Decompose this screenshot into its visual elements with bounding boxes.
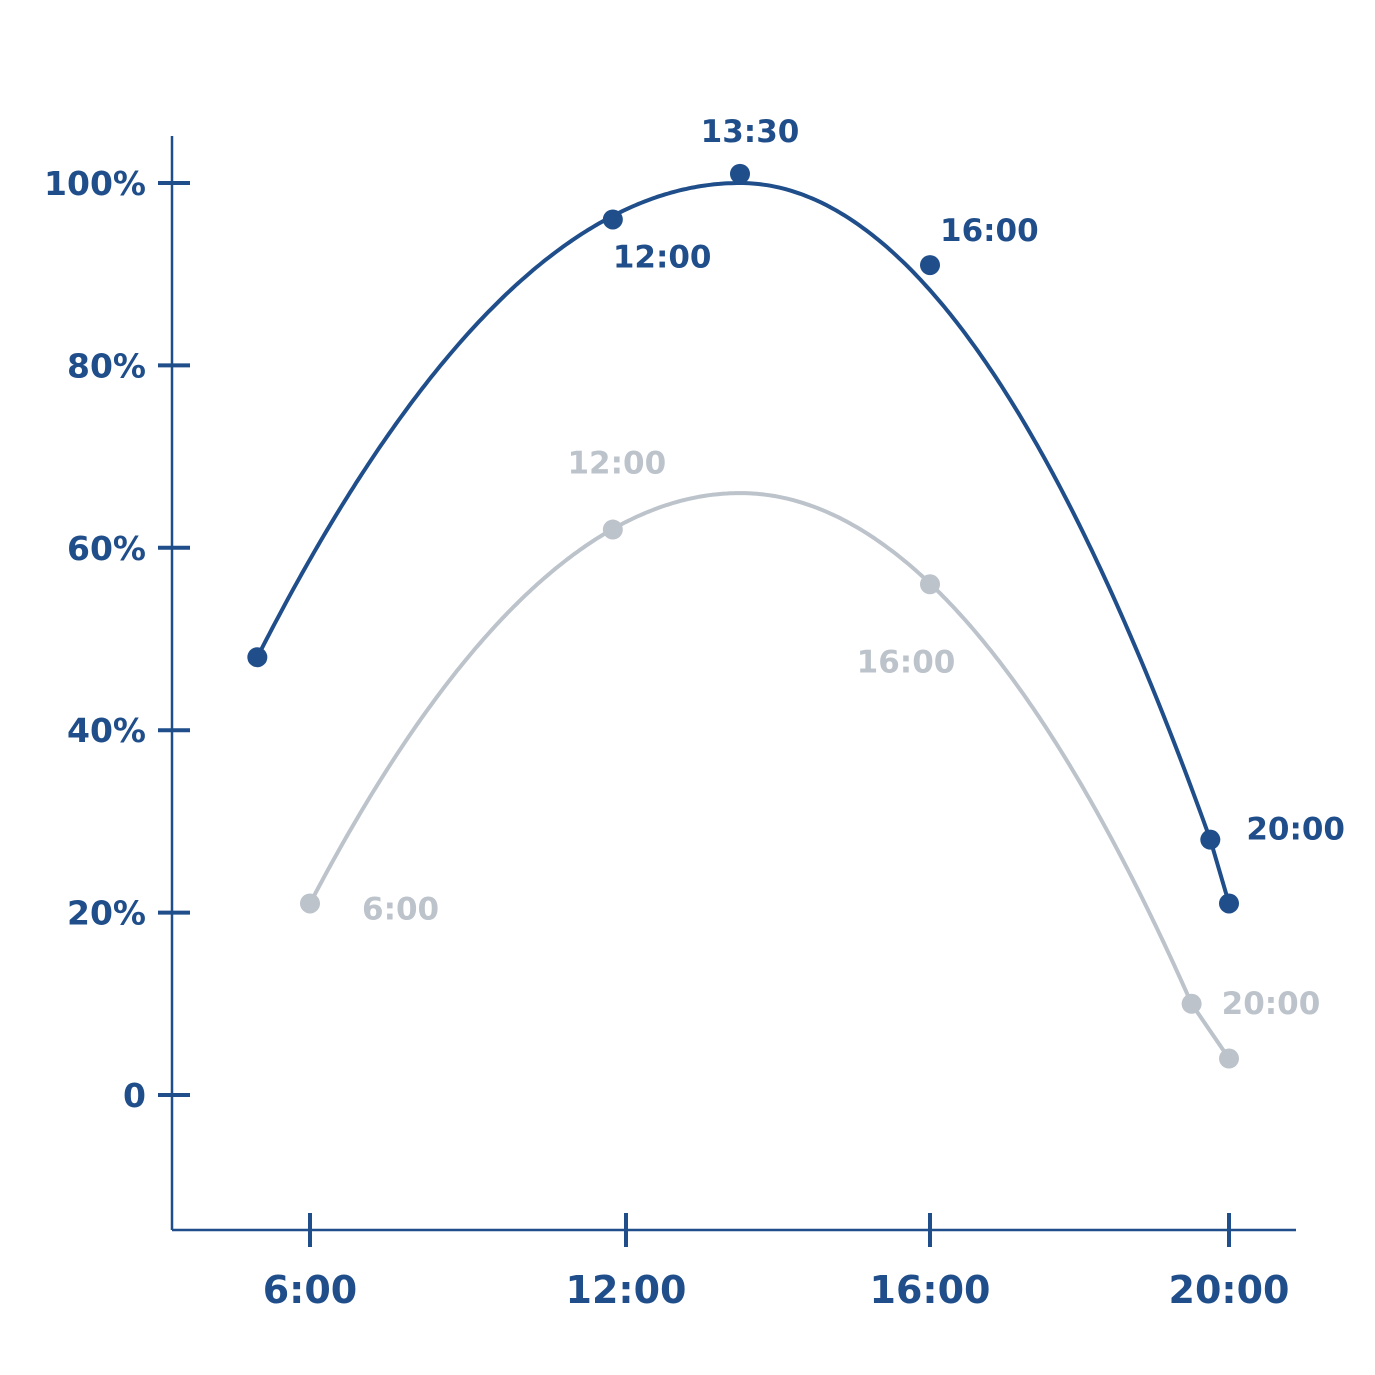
data-point [1219,1048,1239,1069]
data-label: 6:00 [362,891,439,927]
data-label: 12:00 [613,239,712,275]
data-label: 20:00 [1246,812,1345,848]
data-point [1200,829,1221,850]
data-point [300,893,320,914]
y-tick-label: 60% [67,529,146,568]
y-tick-label: 80% [67,346,146,385]
data-point [1219,893,1239,914]
series-line [255,181,1231,906]
y-ticks: 0 20% 40% 60% 80% 100% [44,164,190,1115]
data-label: 16:00 [940,213,1039,249]
point-labels: 12:00 13:30 16:00 20:00 6:00 12:00 16:00 20:00 [362,114,1345,1022]
data-label: 13:30 [701,114,800,150]
x-tick-label: 16:00 [870,1268,991,1312]
x-tick-label: 20:00 [1169,1268,1290,1312]
data-label: 12:00 [567,446,666,482]
x-ticks: 6:00 12:00 16:00 20:00 [263,1213,1290,1312]
series-line [308,491,1231,1061]
data-label: 16:00 [857,644,956,680]
data-point [730,163,750,184]
data-label: 20:00 [1222,986,1321,1022]
series-layer [247,163,1239,1069]
data-point [602,209,623,230]
x-tick-label: 12:00 [566,1268,687,1312]
data-point [247,647,268,668]
data-point [920,574,940,595]
y-tick-label: 100% [44,164,146,203]
x-tick-label: 6:00 [263,1268,358,1312]
y-tick-label: 40% [67,711,146,750]
axes [170,136,1296,1232]
data-point [920,255,940,276]
data-point [602,519,623,540]
data-point [1181,993,1202,1014]
y-tick-label: 20% [67,894,146,933]
y-tick-label: 0 [123,1076,146,1115]
